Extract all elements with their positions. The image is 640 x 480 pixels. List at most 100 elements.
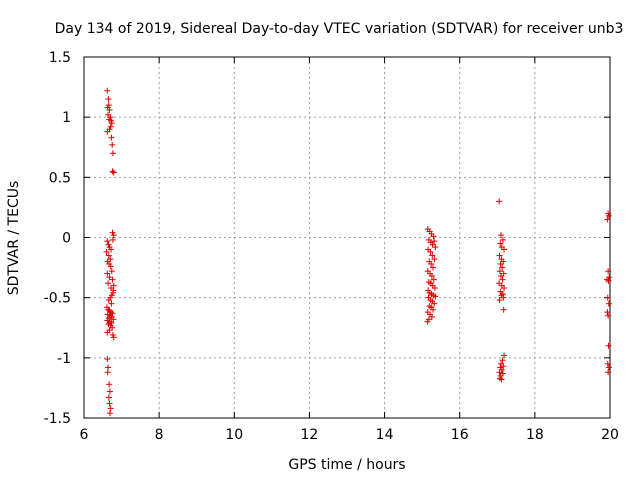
data-point xyxy=(499,236,506,243)
y-tick-label: 0 xyxy=(62,231,71,247)
y-tick-label: -1.5 xyxy=(44,411,71,427)
y-tick-label: 1 xyxy=(62,110,71,126)
data-point xyxy=(605,268,612,275)
data-point xyxy=(106,388,113,395)
data-point xyxy=(107,263,114,270)
y-tick-label: -1 xyxy=(57,351,71,367)
y-axis-label: SDTVAR / TECUs xyxy=(6,181,22,296)
data-point xyxy=(109,168,116,175)
tick-labels: 6 8 10 12 14 16 18 20 -1.5 -1 -0.5 0 0.5 1 1.5 xyxy=(44,50,619,443)
x-axis-label: GPS time / hours xyxy=(288,457,405,473)
data-point xyxy=(424,318,431,325)
data-point xyxy=(108,134,115,141)
data-point xyxy=(103,248,110,255)
axis-ticks xyxy=(83,56,611,419)
data-point xyxy=(605,342,612,349)
data-point xyxy=(501,285,508,292)
data-point xyxy=(496,252,503,259)
data-point xyxy=(108,300,115,307)
x-tick-label: 14 xyxy=(376,427,394,443)
data-point xyxy=(106,274,113,281)
data-point xyxy=(106,106,113,113)
data-point xyxy=(604,216,611,223)
data-point xyxy=(105,297,112,304)
data-point xyxy=(109,236,116,243)
data-point xyxy=(104,87,111,94)
y-tick-label: 1.5 xyxy=(49,50,71,66)
data-point xyxy=(104,317,111,324)
data-point xyxy=(604,294,611,301)
data-point xyxy=(104,356,111,363)
data-point xyxy=(109,141,116,148)
data-point xyxy=(104,369,111,376)
x-tick-label: 10 xyxy=(225,427,243,443)
data-point xyxy=(106,126,113,133)
data-point xyxy=(501,352,508,359)
data-point xyxy=(497,260,504,267)
data-point xyxy=(431,300,438,307)
data-point xyxy=(496,198,503,205)
data-point xyxy=(430,276,437,283)
data-point xyxy=(109,150,116,157)
data-point xyxy=(108,268,115,275)
data-point xyxy=(500,306,507,313)
data-point xyxy=(104,270,111,277)
data-point xyxy=(108,120,115,127)
data-point xyxy=(499,357,506,364)
data-point xyxy=(428,273,435,280)
data-point xyxy=(496,268,503,275)
data-point xyxy=(499,276,506,283)
data-point xyxy=(105,252,112,259)
data-point xyxy=(104,238,111,245)
data-point xyxy=(110,169,117,176)
data-points xyxy=(103,87,613,417)
data-point xyxy=(605,369,612,376)
data-point xyxy=(430,264,437,271)
data-point xyxy=(496,369,503,376)
x-tick-label: 20 xyxy=(601,427,619,443)
data-point xyxy=(605,277,612,284)
data-point xyxy=(498,376,505,383)
x-tick-label: 12 xyxy=(301,427,319,443)
data-point xyxy=(429,252,436,259)
data-point xyxy=(108,246,115,253)
data-point xyxy=(431,256,438,263)
data-point xyxy=(427,248,434,255)
data-point xyxy=(106,400,113,407)
data-point xyxy=(605,364,612,371)
data-point xyxy=(106,410,113,417)
data-point xyxy=(432,244,439,251)
data-point xyxy=(605,300,612,307)
data-point xyxy=(496,297,503,304)
data-point xyxy=(104,329,111,336)
data-point xyxy=(430,233,437,240)
data-point xyxy=(605,212,612,219)
data-point xyxy=(604,360,611,367)
data-point xyxy=(498,273,505,280)
data-point xyxy=(109,276,116,283)
x-tick-label: 6 xyxy=(80,427,89,443)
x-tick-label: 8 xyxy=(155,427,164,443)
y-tick-label: 0.5 xyxy=(49,170,71,186)
data-point xyxy=(110,334,117,341)
data-point xyxy=(110,316,117,323)
data-point xyxy=(432,293,439,300)
data-point xyxy=(105,96,112,103)
data-point xyxy=(106,381,113,388)
data-point xyxy=(428,260,435,267)
x-tick-label: 16 xyxy=(451,427,469,443)
data-point xyxy=(498,232,505,239)
x-tick-label: 18 xyxy=(526,427,544,443)
data-point xyxy=(501,246,508,253)
data-point xyxy=(500,363,507,370)
chart-title: Day 134 of 2019, Sidereal Day-to-day VTE… xyxy=(55,21,624,37)
data-point xyxy=(431,238,438,245)
data-point xyxy=(428,313,435,320)
data-point xyxy=(500,294,507,301)
data-point xyxy=(431,285,438,292)
data-point xyxy=(430,306,437,313)
y-tick-label: -0.5 xyxy=(44,291,71,307)
data-point xyxy=(604,309,611,316)
data-point xyxy=(107,405,114,412)
